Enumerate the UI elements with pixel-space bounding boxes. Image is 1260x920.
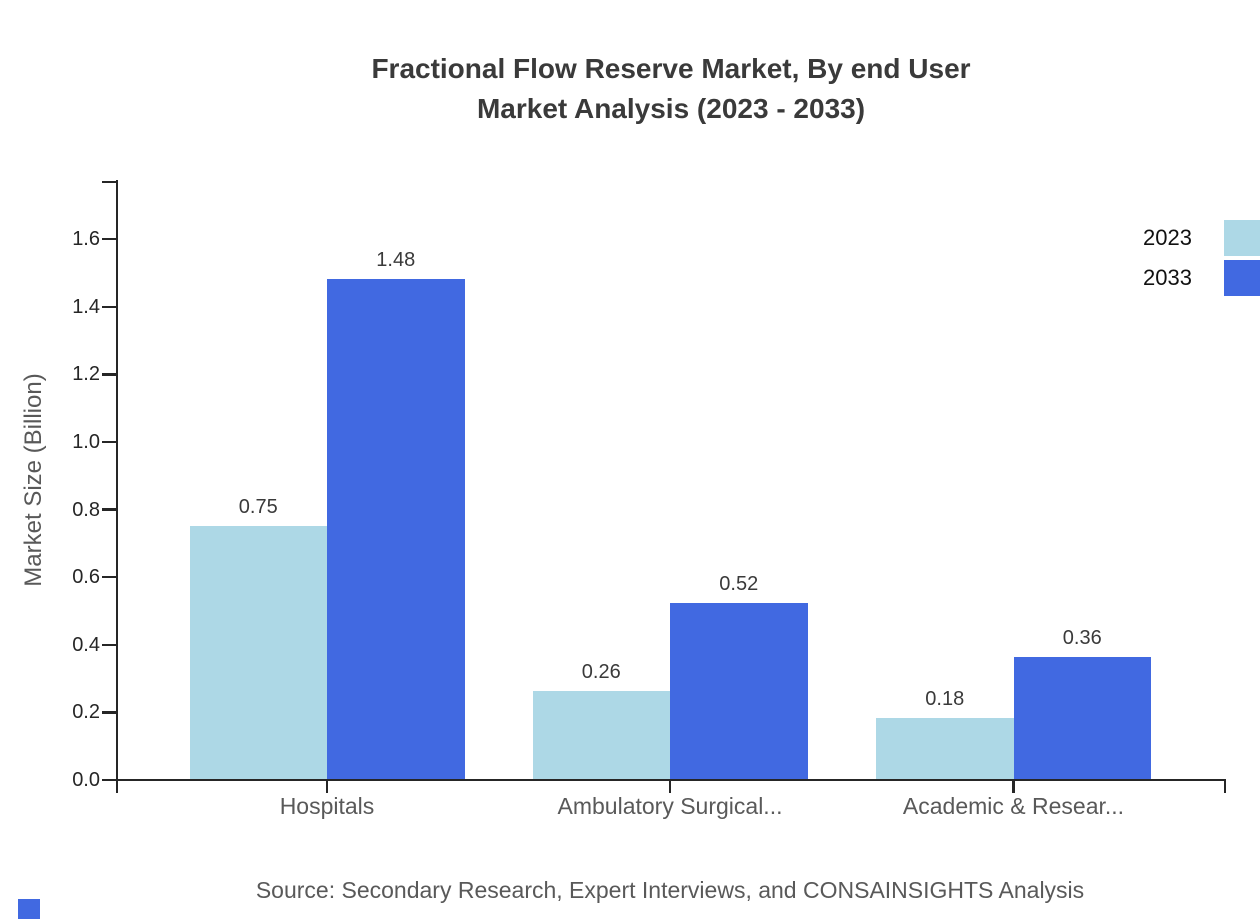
bar-value-label: 0.26: [581, 661, 621, 684]
y-tick-label: 1.4: [72, 295, 100, 318]
y-tick-label: 0.4: [72, 633, 100, 656]
source-caption: Source: Secondary Research, Expert Inter…: [255, 877, 1085, 903]
y-tick: [102, 575, 117, 579]
chart-subtitle: Market Analysis (2023 - 2033): [476, 93, 866, 124]
y-tick-label: 1.2: [72, 363, 100, 386]
y-tick-label: 1.0: [72, 431, 100, 453]
y-tick: [102, 440, 117, 444]
x-category-label: Hospitals: [279, 793, 375, 819]
bar-value-label: 0.36: [1062, 627, 1102, 650]
y-tick: [102, 711, 117, 714]
x-category-label: Academic & Resear...: [902, 793, 1125, 819]
y-axis-label: Market Size (Billion): [20, 373, 47, 587]
bar-2033: [670, 603, 808, 779]
y-axis-cap-tick: [102, 180, 117, 183]
bar-value-label: 0.52: [719, 573, 759, 596]
y-tick: [102, 778, 117, 782]
y-tick-label: 1.6: [72, 228, 100, 251]
y-tick: [102, 508, 117, 511]
bar-2023: [189, 525, 327, 779]
y-tick: [102, 643, 117, 647]
bar-value-label: 0.18: [925, 688, 965, 711]
bar-value-label: 0.75: [238, 495, 278, 518]
bar-2023: [532, 691, 670, 779]
y-tick-label: 0.6: [72, 566, 100, 589]
x-tick: [668, 780, 672, 793]
bar-2033: [327, 278, 465, 779]
y-tick-label: 0.2: [72, 701, 100, 724]
legend-label: 2033: [1143, 265, 1192, 290]
x-tick: [325, 780, 329, 793]
y-tick-label: 0.8: [72, 498, 100, 521]
bar-2033: [1013, 657, 1151, 779]
x-tick: [1012, 780, 1015, 793]
y-tick: [102, 237, 117, 241]
chart-title: Fractional Flow Reserve Market, By end U…: [371, 53, 971, 84]
x-tick: [115, 780, 119, 793]
brand-logo-square: [18, 899, 40, 919]
legend-swatch: [1224, 220, 1260, 256]
bar-value-label: 1.48: [376, 248, 416, 271]
x-category-label: Ambulatory Surgical...: [557, 793, 783, 819]
y-tick-label: 0.0: [72, 769, 100, 791]
y-axis-line: [115, 180, 119, 793]
y-tick: [102, 305, 117, 309]
bar-2023: [876, 718, 1014, 779]
legend-label: 2023: [1143, 225, 1192, 250]
x-tick: [1223, 780, 1227, 793]
legend-swatch: [1224, 260, 1260, 296]
y-tick: [102, 373, 117, 376]
